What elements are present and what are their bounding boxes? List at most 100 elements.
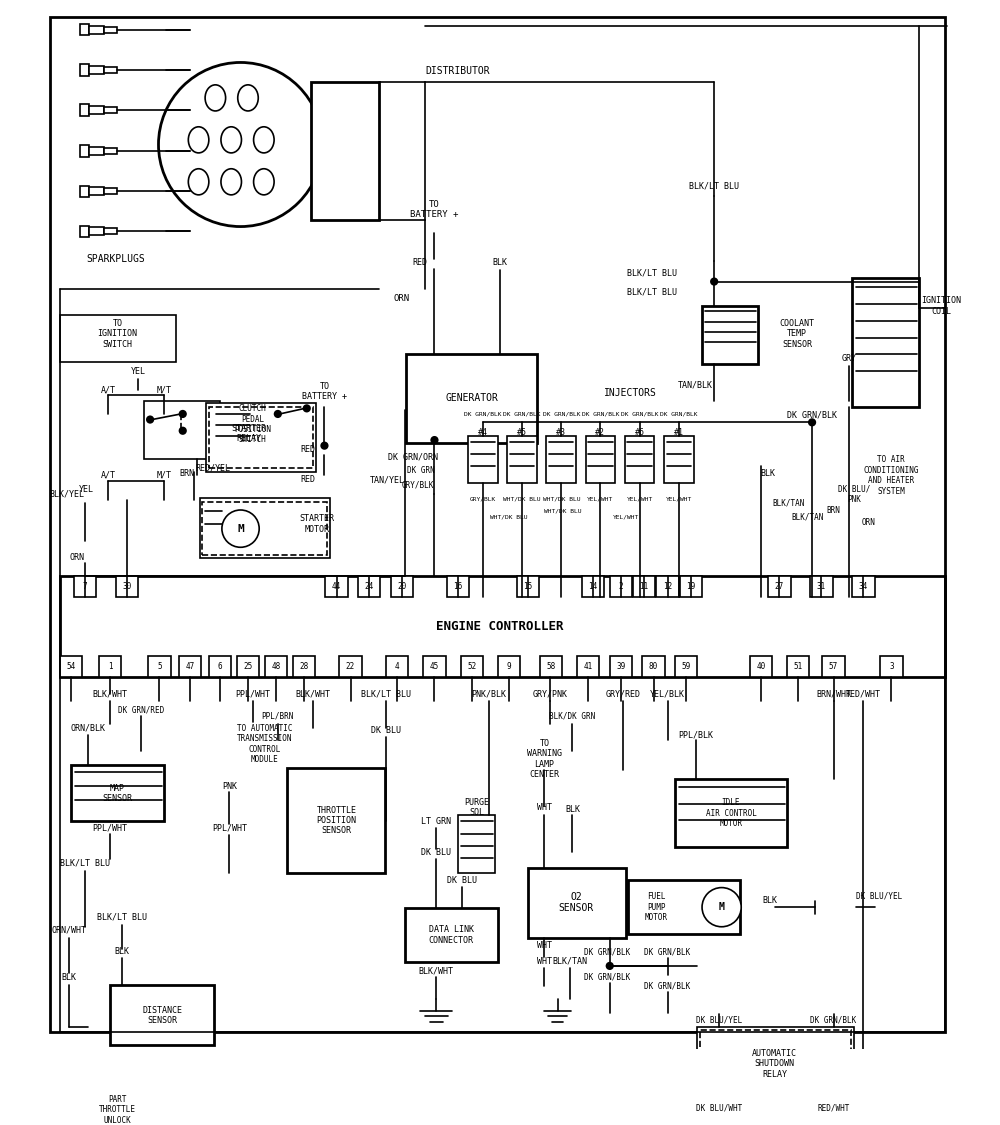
Bar [89,188,104,195]
Text: #4: #4 [478,429,488,438]
Bar [104,228,117,234]
Text: 24: 24 [365,582,374,591]
Text: BRN: BRN [827,506,840,515]
Text: RED/WHT: RED/WHT [846,690,881,699]
Text: BLK: BLK [115,947,130,956]
Text: 44: 44 [332,582,341,591]
Text: PNK/BLK: PNK/BLK [471,690,506,699]
Ellipse shape [254,127,274,153]
Bar [80,226,89,237]
Text: M/T: M/T [157,385,172,394]
Text: DK GRN/BLK: DK GRN/BLK [584,973,630,982]
Circle shape [809,420,815,425]
Text: 15: 15 [523,582,532,591]
Bar [339,656,362,677]
Text: DISTRIBUTOR: DISTRIBUTOR [425,66,490,75]
Text: 34: 34 [859,582,868,591]
Text: 7: 7 [83,582,87,591]
Text: ENGINE CONTROLLER: ENGINE CONTROLLER [436,620,563,633]
Text: PART
THROTTLE
UNLOCK
SOLENOID: PART THROTTLE UNLOCK SOLENOID [99,1095,136,1125]
Text: WHT: WHT [537,956,552,965]
Text: BLK/YEL: BLK/YEL [50,489,85,498]
Bar [80,145,89,156]
Bar [628,880,740,934]
Text: FUEL
PUMP
MOTOR: FUEL PUMP MOTOR [645,892,668,922]
Bar [586,436,615,483]
Text: PPL/BLK: PPL/BLK [678,730,713,739]
Bar [447,576,469,596]
Text: WHT: WHT [537,803,552,812]
Bar [237,656,259,677]
Text: BLK: BLK [763,897,778,906]
Text: RED: RED [300,444,315,453]
Bar [750,656,772,677]
Text: 4: 4 [395,663,399,672]
Text: 59: 59 [682,663,691,672]
Text: BLK: BLK [492,259,507,268]
Text: 51: 51 [793,663,803,672]
Bar [546,436,576,483]
Bar [787,656,809,677]
Bar [89,227,104,235]
Ellipse shape [221,169,241,195]
Text: GRY/PNK: GRY/PNK [533,690,568,699]
Bar [71,765,164,821]
Bar [89,66,104,73]
Bar [116,576,138,596]
Bar [391,576,413,596]
Text: PPL/WHT: PPL/WHT [93,824,128,832]
Bar [610,576,632,596]
Bar [406,354,537,443]
Text: IGNITION
COIL: IGNITION COIL [921,296,961,315]
Text: YEL/WHT: YEL/WHT [612,515,639,520]
Bar [697,1026,854,1101]
Text: YEL/BLK: YEL/BLK [650,690,685,699]
Bar [69,1073,167,1125]
Bar [656,576,679,596]
Ellipse shape [221,127,241,153]
Circle shape [158,63,323,226]
Text: DK GRN: DK GRN [407,467,434,476]
Text: 12: 12 [663,582,672,591]
Circle shape [179,411,186,417]
Bar [179,656,201,677]
Text: 52: 52 [467,663,476,672]
Text: WHT/DK BLU: WHT/DK BLU [490,515,528,520]
Bar [468,436,498,483]
Text: DK GRN/BLK: DK GRN/BLK [644,982,691,991]
Text: BLK: BLK [61,973,76,982]
Bar [80,186,89,197]
Text: DK BLU: DK BLU [371,727,401,736]
Bar [206,403,316,471]
Bar [60,315,176,362]
Text: ORN/WHT: ORN/WHT [51,926,86,935]
Circle shape [711,278,717,285]
Text: #1: #1 [674,429,684,438]
Text: 57: 57 [829,663,838,672]
Bar [287,768,385,873]
Text: BLK/DK GRN: BLK/DK GRN [549,711,596,720]
Bar [89,147,104,155]
Text: 47: 47 [186,663,195,672]
Text: 28: 28 [299,663,309,672]
Text: WHT/DK BLU: WHT/DK BLU [544,508,582,513]
Text: PURGE
SOL: PURGE SOL [464,798,489,817]
Text: BLK/LT BLU: BLK/LT BLU [689,182,739,191]
Text: SPARKPLUGS: SPARKPLUGS [86,254,145,264]
Bar [89,26,104,34]
Bar [80,64,89,75]
Bar [507,436,537,483]
Text: INJECTORS: INJECTORS [604,388,657,398]
Text: 39: 39 [616,663,626,672]
Text: 27: 27 [775,582,784,591]
Bar [822,656,845,677]
Bar [148,656,171,677]
Bar [852,278,919,406]
Text: #5: #5 [517,429,527,438]
Text: DK BLU: DK BLU [447,875,477,884]
Text: O2
SENSOR: O2 SENSOR [559,892,594,914]
Circle shape [860,1098,867,1105]
Text: TAN/YEL: TAN/YEL [370,476,405,485]
Bar [702,306,758,363]
Ellipse shape [188,127,209,153]
